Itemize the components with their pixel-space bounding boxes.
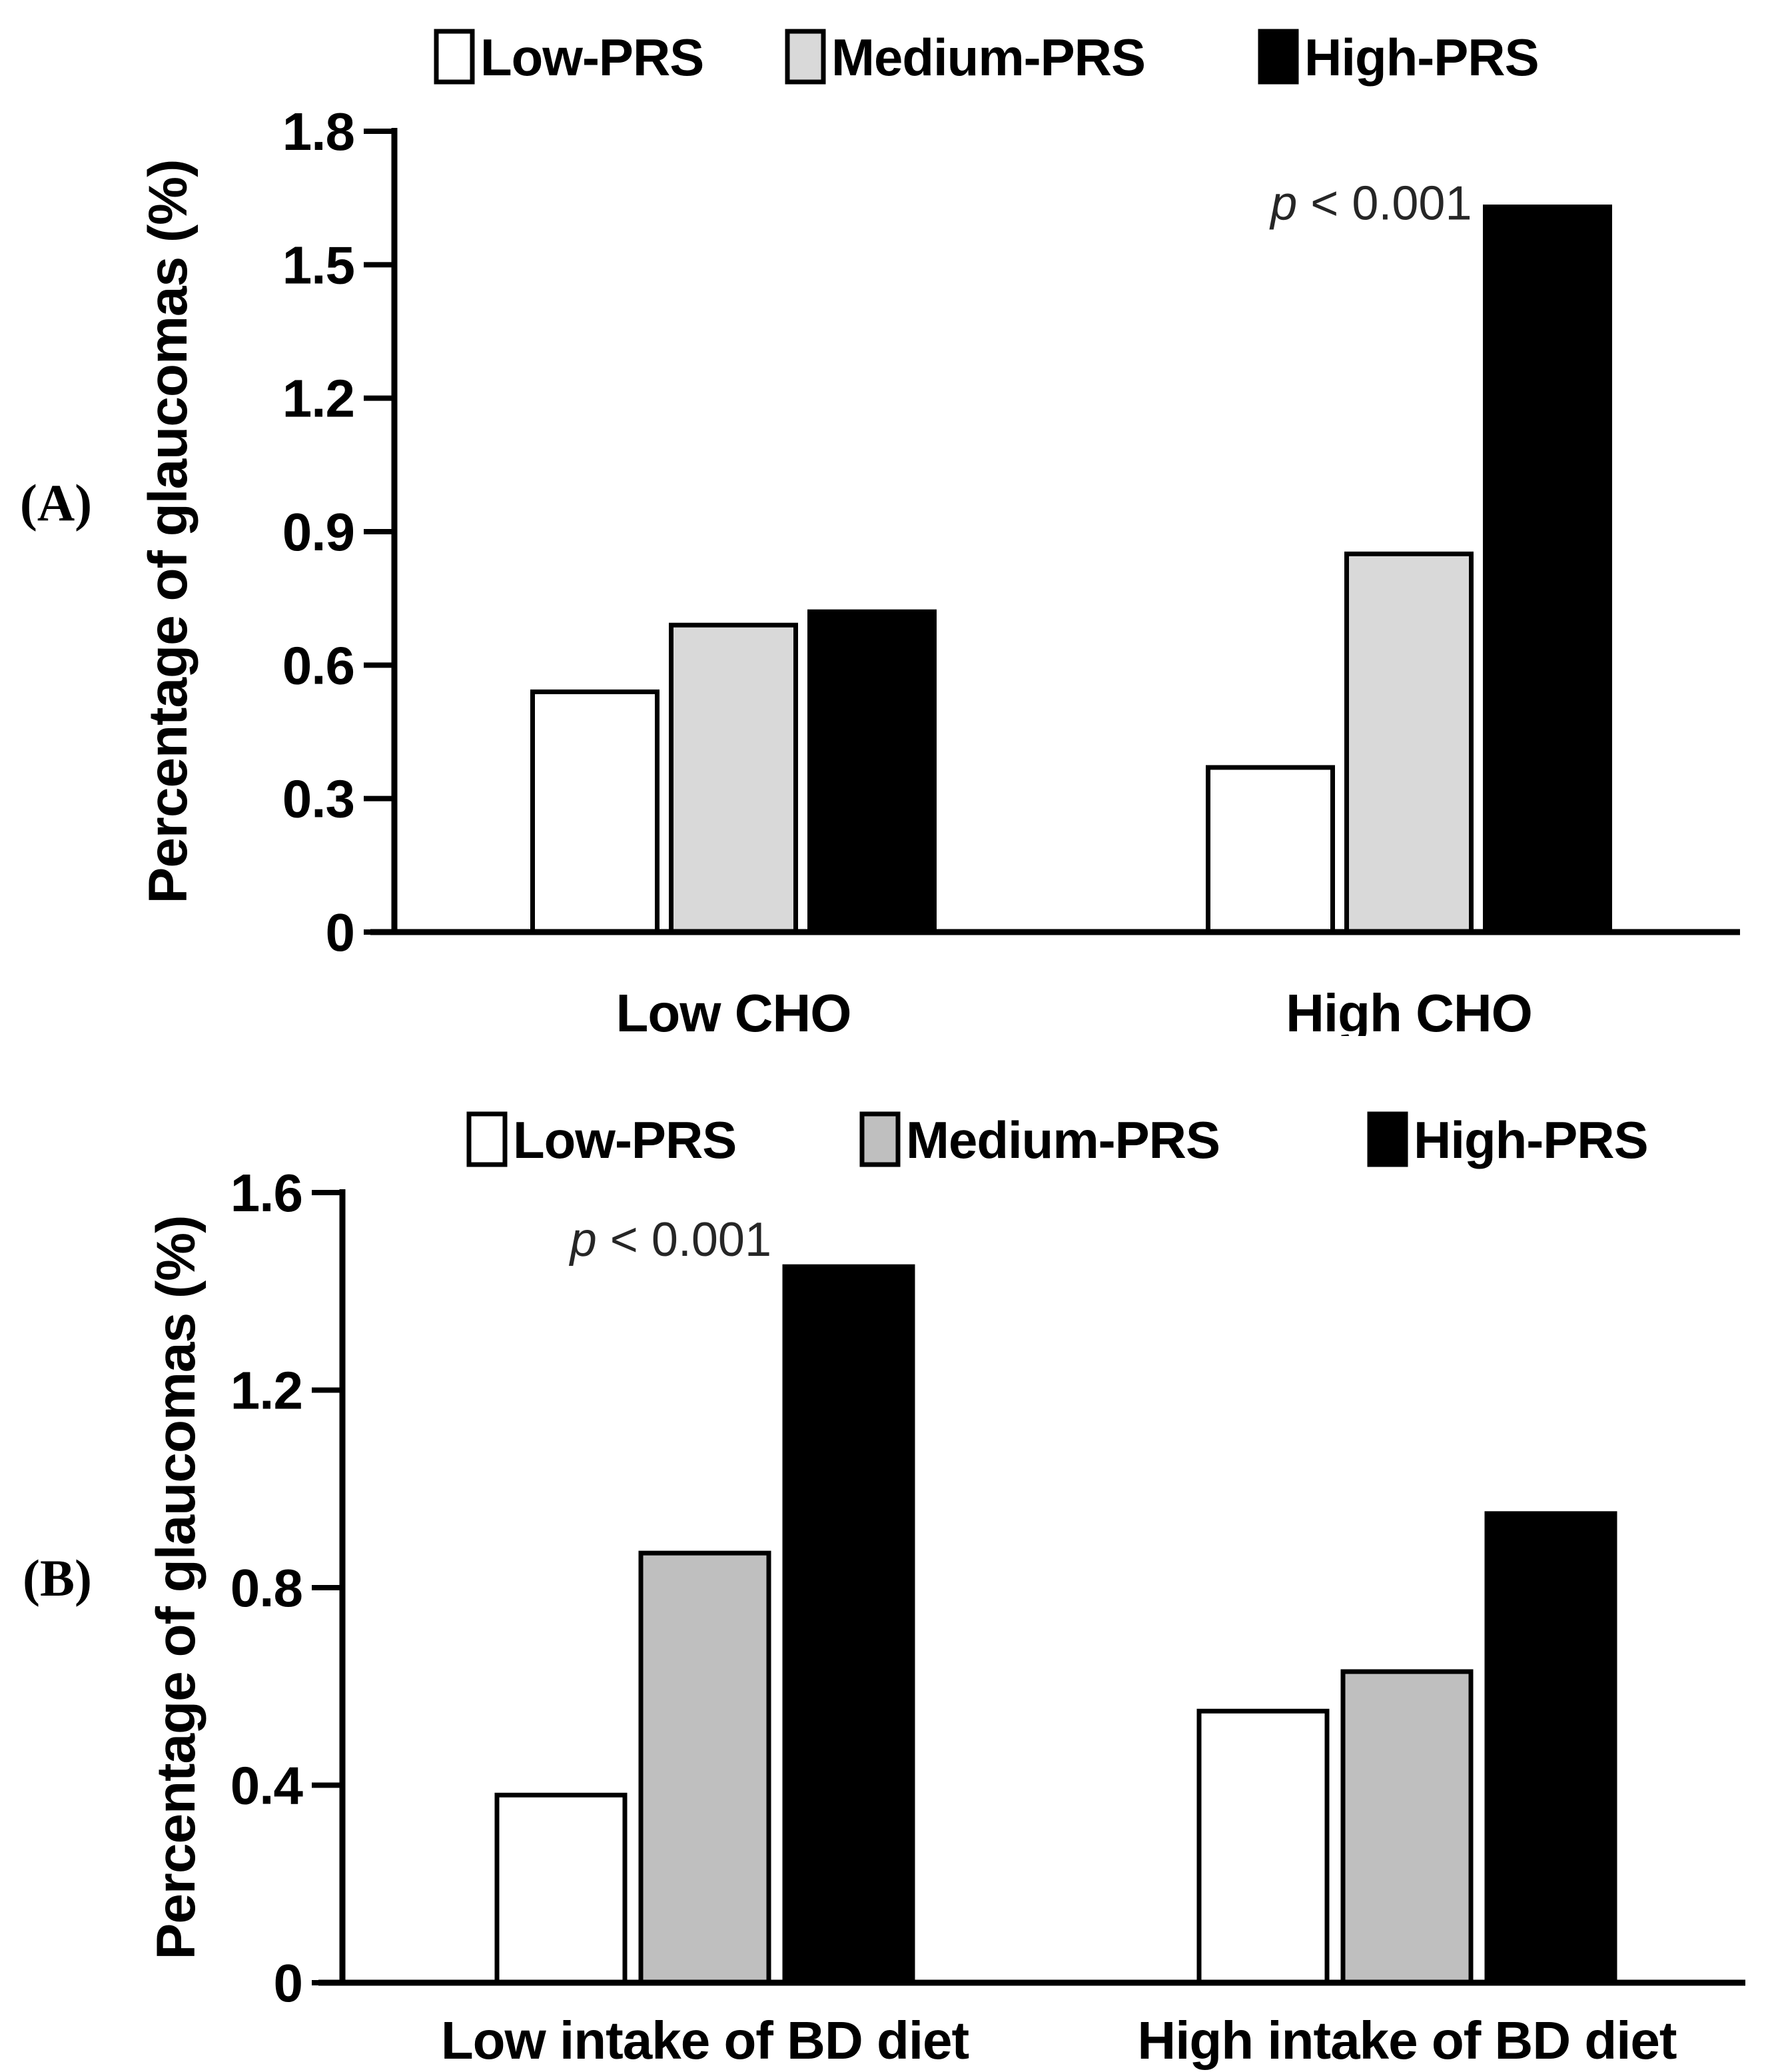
y-axis-title: Percentage of glaucomas (%) [146, 1216, 207, 1960]
y-tick-label: 1.2 [282, 369, 354, 428]
bar-high-prs-group1 [807, 609, 937, 935]
y-tick-label: 1.2 [230, 1361, 302, 1420]
bar-medium-prs-group2 [1340, 1669, 1474, 1985]
legend-label: Medium-PRS [906, 1111, 1220, 1169]
y-tick-label: 0.8 [230, 1558, 302, 1618]
bar-low-prs-group2 [1206, 765, 1335, 935]
legend-swatch-medium-prs [785, 29, 826, 85]
bar-low-prs-group2 [1196, 1708, 1330, 1985]
legend-label: High-PRS [1414, 1111, 1648, 1169]
x-category-label: Low intake of BD diet [441, 2011, 969, 2070]
y-tick-label: 1.5 [282, 235, 354, 294]
bar-high-prs-group1 [782, 1264, 915, 1985]
legend-label: Low-PRS [513, 1111, 736, 1169]
y-tick-label: 0 [274, 1953, 303, 2013]
p-value-annotation: p < 0.001 [569, 1213, 771, 1267]
bar-high-prs-group2 [1484, 1511, 1617, 1985]
legend-label: High-PRS [1304, 28, 1539, 87]
y-tick-label: 1.8 [282, 102, 354, 161]
y-tick-label: 0.4 [230, 1756, 304, 1815]
bar-medium-prs-group1 [669, 622, 798, 935]
x-category-label: High CHO [1286, 983, 1532, 1036]
legend-swatch-medium-prs [859, 1111, 901, 1167]
p-value-annotation: p < 0.001 [1269, 177, 1472, 231]
legend-label: Medium-PRS [831, 28, 1145, 87]
y-tick-label: 0.3 [282, 770, 354, 829]
y-tick-label: 0 [326, 903, 355, 962]
bar-high-prs-group2 [1483, 205, 1612, 935]
y-tick-label: 0.9 [282, 502, 354, 562]
bar-medium-prs-group2 [1344, 551, 1474, 935]
panel-b-label: (B) [23, 1549, 92, 1607]
bar-low-prs-group1 [494, 1792, 628, 1985]
bar-medium-prs-group1 [638, 1550, 771, 1985]
y-tick-label: 0.6 [282, 636, 354, 695]
y-tick-label: 1.6 [230, 1163, 302, 1223]
legend-swatch-high-prs [1367, 1111, 1408, 1167]
x-category-label: Low CHO [616, 983, 851, 1036]
legend-swatch-low-prs [434, 29, 475, 85]
legend-label: Low-PRS [480, 28, 703, 87]
bar-low-prs-group1 [530, 689, 660, 935]
panel-a-chart: Low CHO High CHO 0 0.3 0.6 0.9 1.2 1.5 1.8 Percen… [138, 28, 1740, 1036]
panel-a-label: (A) [19, 474, 93, 532]
panel-b-chart: Low intake of BD diet High intake of BD d… [146, 1111, 1745, 2070]
legend-swatch-low-prs [466, 1111, 508, 1167]
y-axis-title: Percentage of glaucomas (%) [138, 160, 199, 904]
x-category-label: High intake of BD diet [1137, 2011, 1676, 2070]
legend-swatch-high-prs [1258, 29, 1299, 85]
